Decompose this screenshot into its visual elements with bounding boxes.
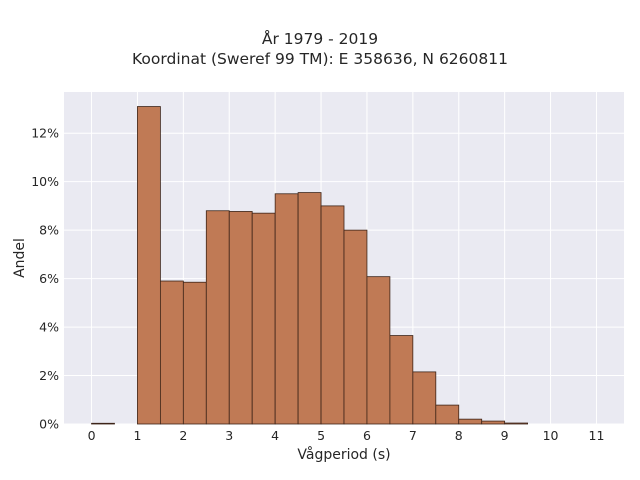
x-tick-label: 0 xyxy=(88,428,96,443)
chart-subtitle: Koordinat (Sweref 99 TM): E 358636, N 62… xyxy=(132,50,508,68)
y-tick-label: 12% xyxy=(31,126,59,141)
histogram-bar xyxy=(389,335,414,425)
histogram-bar xyxy=(205,210,230,425)
histogram-bars xyxy=(91,106,529,425)
x-axis-ticks: 0 1 2 3 4 5 6 7 8 9 10 11 xyxy=(88,428,605,443)
y-tick-label: 4% xyxy=(39,320,59,335)
y-tick-label: 6% xyxy=(39,271,59,286)
histogram-bar xyxy=(412,371,437,425)
histogram-bar xyxy=(182,281,207,425)
x-tick-label: 7 xyxy=(409,428,417,443)
y-tick-label: 10% xyxy=(31,174,59,189)
histogram-bar xyxy=(137,106,161,425)
histogram-bar xyxy=(366,276,391,425)
histogram-bar xyxy=(91,422,115,425)
histogram-bar xyxy=(228,211,253,425)
histogram-bar xyxy=(504,422,529,425)
y-axis-label: Andel xyxy=(12,238,28,278)
y-axis-ticks: 0% 2% 4% 6% 8% 10% 12% xyxy=(31,126,59,432)
y-tick-label: 8% xyxy=(39,223,59,238)
histogram-bar xyxy=(343,229,368,425)
histogram-bar xyxy=(159,280,184,425)
x-tick-label: 11 xyxy=(589,428,605,443)
histogram-bar xyxy=(320,205,345,425)
histogram-bar xyxy=(297,192,322,425)
histogram-bar xyxy=(458,418,483,425)
histogram-bar xyxy=(274,193,299,425)
y-tick-label: 0% xyxy=(39,417,59,432)
x-tick-label: 4 xyxy=(271,428,279,443)
histogram-bar xyxy=(481,420,506,425)
x-tick-label: 2 xyxy=(179,428,187,443)
x-axis-label: Vågperiod (s) xyxy=(297,447,391,463)
histogram-bar xyxy=(251,212,276,425)
x-tick-label: 8 xyxy=(455,428,463,443)
x-tick-label: 10 xyxy=(543,428,559,443)
x-tick-label: 1 xyxy=(133,428,141,443)
y-tick-label: 2% xyxy=(39,368,59,383)
x-tick-label: 5 xyxy=(317,428,325,443)
x-tick-label: 9 xyxy=(501,428,509,443)
x-tick-label: 6 xyxy=(363,428,371,443)
histogram-bar xyxy=(435,404,460,425)
chart-title: År 1979 - 2019 xyxy=(261,30,379,48)
x-tick-label: 3 xyxy=(225,428,233,443)
